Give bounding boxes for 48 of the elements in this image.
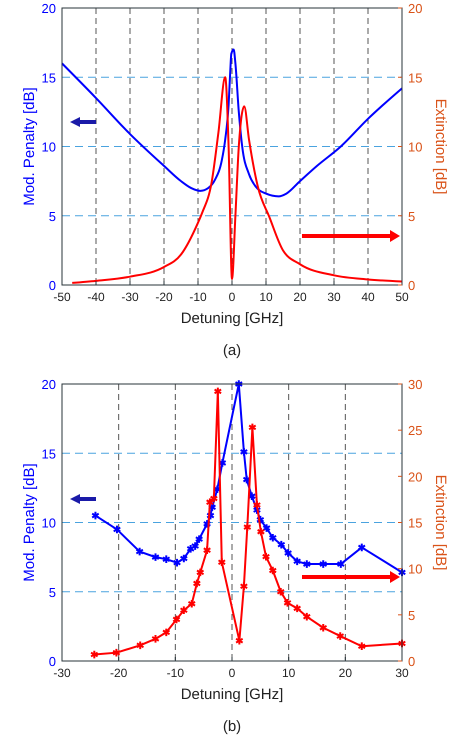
y2-tick-label: 5 [408,208,416,224]
x-tick-label: -30 [121,290,139,304]
x-tick-label: 0 [228,290,236,304]
y2-tick-label: 5 [408,608,416,623]
y2-tick-label: 10 [408,562,422,577]
x-tick-label: 30 [395,666,409,680]
text: (b) [222,718,242,735]
x-tick-label: 0 [228,666,236,680]
y-tick-label: 10 [42,516,56,530]
x-tick-label: 20 [293,290,307,304]
x-tick-label: 40 [361,290,375,304]
x-tick-label: -10 [189,290,207,304]
y-tick-label: 20 [42,1,56,16]
y-tick-label: 10 [42,140,56,154]
y2-tick-label: 10 [408,140,422,154]
y-tick-label: 15 [42,446,56,462]
y2-tick-label: 15 [408,516,422,530]
y2-tick-label: 0 [408,278,416,293]
x-axis-title: Detuning [GHz] [180,310,284,327]
x-tick-label: -40 [87,290,105,304]
x-tick-label: -30 [53,666,71,680]
x-tick-label: -20 [155,290,173,304]
y2-tick-label: 25 [408,423,422,438]
text: (a) [222,342,242,359]
y-tick-label: 0 [48,278,56,293]
x-tick-label: 20 [338,666,352,680]
y2-tick-label: 0 [408,654,416,669]
y-axis-title: Mod. Penalty [dB] [21,87,38,206]
y-tick-label: 20 [42,377,56,392]
y-tick-label: 5 [48,584,56,600]
y2-tick-label: 20 [408,1,422,16]
x-tick-label: 10 [259,290,273,304]
y2-tick-label: 15 [408,70,422,86]
x-tick-label: -10 [166,666,184,680]
y-tick-label: 5 [48,208,56,224]
y2-axis-title: Extinction [dB] [432,474,449,570]
y2-tick-label: 20 [408,469,422,484]
y-tick-label: 15 [42,70,56,86]
x-tick-label: 50 [395,290,409,304]
x-tick-label: -50 [53,290,71,304]
y2-tick-label: 30 [408,377,422,392]
y-tick-label: 0 [48,654,56,669]
x-axis-title: Detuning [GHz] [180,686,284,703]
y-axis-title: Mod. Penalty [dB] [21,463,38,582]
x-tick-label: -20 [110,666,128,680]
x-tick-label: 30 [327,290,341,304]
y2-axis-title: Extinction [dB] [432,98,449,194]
x-tick-label: 10 [282,666,296,680]
